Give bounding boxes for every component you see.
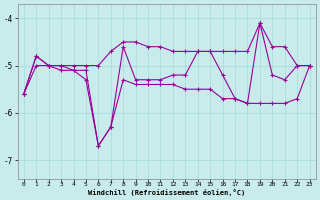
X-axis label: Windchill (Refroidissement éolien,°C): Windchill (Refroidissement éolien,°C) [88, 189, 245, 196]
